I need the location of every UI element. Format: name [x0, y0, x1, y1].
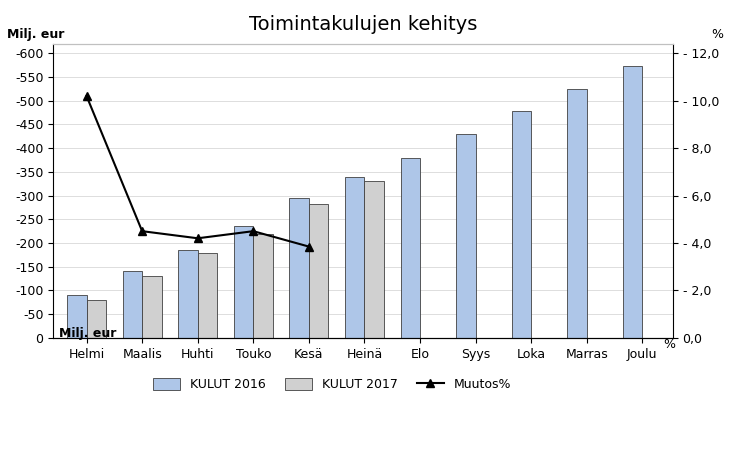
Bar	[87, 300, 106, 338]
Bar	[345, 176, 365, 338]
Bar	[123, 271, 142, 338]
Bar	[253, 234, 273, 338]
Legend: KULUT 2016, KULUT 2017, Muutos%: KULUT 2016, KULUT 2017, Muutos%	[148, 373, 517, 396]
Text: Milj. eur: Milj. eur	[59, 327, 116, 340]
Bar	[623, 66, 642, 338]
Bar	[365, 182, 384, 338]
Title: Toimintakulujen kehitys: Toimintakulujen kehitys	[249, 15, 477, 34]
Bar	[289, 198, 309, 338]
Bar	[178, 250, 197, 338]
Text: %: %	[711, 28, 723, 41]
Text: Milj. eur: Milj. eur	[7, 28, 65, 41]
Bar	[309, 204, 328, 338]
Bar	[142, 276, 161, 338]
Bar	[197, 253, 217, 338]
Bar	[401, 158, 420, 338]
Bar	[456, 134, 476, 338]
Bar	[512, 111, 531, 338]
Text: %: %	[664, 338, 676, 351]
Bar	[567, 89, 586, 338]
Bar	[67, 295, 87, 338]
Bar	[234, 227, 253, 338]
